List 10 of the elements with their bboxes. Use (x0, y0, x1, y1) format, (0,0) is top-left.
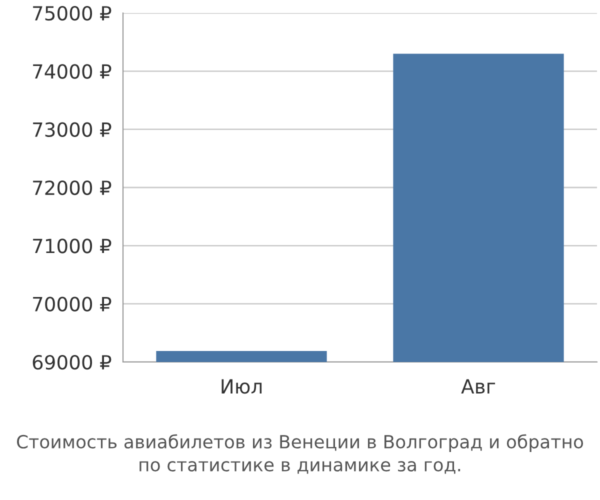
text: Стоимость авиабилетов из Венеции в Волгоград и обратно по статистике в динамике за год. (17, 434, 584, 474)
y-tick-label: 72000 ₽ (33, 180, 112, 196)
x-tick-label: Июл (222, 379, 262, 394)
y-tick-label: 70000 ₽ (33, 296, 112, 312)
y-tick-label: 74000 ₽ (33, 64, 112, 79)
x-tick-label: Авг (461, 379, 496, 394)
y-tick-label: 71000 ₽ (33, 238, 112, 254)
y-tick-label: 69000 ₽ (32, 354, 112, 370)
y-tick-label: 73000 ₽ (33, 122, 112, 137)
y-tick-label: 75000 ₽ (33, 6, 112, 21)
